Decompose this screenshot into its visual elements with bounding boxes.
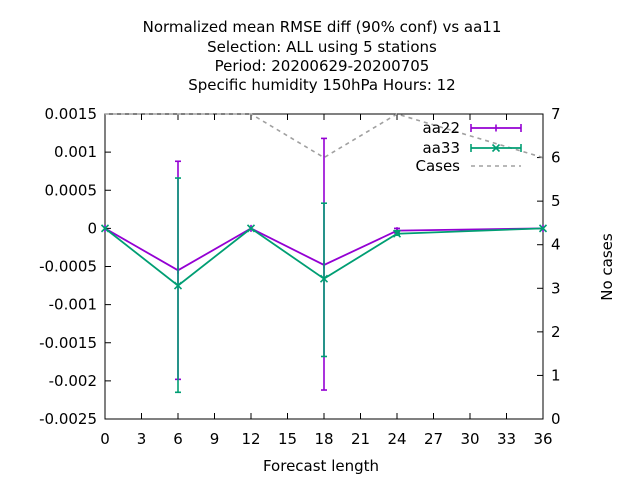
- legend-label-aa33: aa33: [423, 139, 460, 157]
- point-aa33-b: [392, 229, 402, 238]
- x-tick-label: 24: [387, 430, 406, 448]
- y2-tick-label: 0: [551, 410, 561, 428]
- legend-label-Cases: Cases: [415, 157, 460, 175]
- x-tick-label: 18: [314, 430, 333, 448]
- y-tick-label: 0.0015: [45, 105, 98, 123]
- y2-tick-label: 5: [551, 192, 561, 210]
- x-tick-label: 33: [497, 430, 516, 448]
- point-aa33-b: [538, 224, 548, 233]
- point-aa33-b: [100, 224, 110, 233]
- line-aa22: [104, 227, 544, 272]
- point-aa33-b: [319, 274, 329, 283]
- y-tick-label: -0.0015: [39, 334, 97, 352]
- point-aa33-b: [173, 281, 183, 290]
- x-tick-label: 9: [210, 430, 220, 448]
- y-tick-label: 0.0005: [45, 181, 98, 199]
- x-tick-label: 30: [460, 430, 479, 448]
- y-tick-label: 0: [87, 219, 97, 237]
- y-tick-label: 0.001: [54, 143, 97, 161]
- y-tick-label: -0.0025: [39, 410, 97, 428]
- y2-axis-label: No cases: [598, 233, 616, 301]
- x-tick-label: 21: [351, 430, 370, 448]
- y-tick-label: -0.0005: [39, 258, 97, 276]
- legend-marker-aa33-b: [491, 143, 501, 153]
- x-tick-label: 12: [241, 430, 260, 448]
- series-layer: [100, 137, 548, 394]
- y-tick-label: -0.001: [49, 296, 97, 314]
- x-tick-label: 0: [100, 430, 110, 448]
- chart-subtitle-period: Period: 20200629-20200705: [215, 57, 430, 75]
- chart-title-block: Normalized mean RMSE diff (90% conf) vs …: [143, 18, 502, 94]
- y2-tick-label: 4: [551, 236, 561, 254]
- line-aa33: [104, 227, 544, 287]
- x-tick-label: 15: [278, 430, 297, 448]
- x-tick-label: 27: [424, 430, 443, 448]
- chart-title: Normalized mean RMSE diff (90% conf) vs …: [143, 18, 502, 36]
- chart-subtitle-parameter: Specific humidity 150hPa Hours: 12: [188, 76, 455, 94]
- series-aa33: [100, 177, 548, 394]
- x-axis-label: Forecast length: [263, 457, 379, 475]
- x-tick-label: 36: [533, 430, 552, 448]
- y2-tick-label: 1: [551, 366, 561, 384]
- legend-label-aa22: aa22: [423, 119, 460, 137]
- y2-tick-label: 6: [551, 149, 561, 167]
- y2-tick-label: 2: [551, 323, 561, 341]
- x-tick-label: 3: [137, 430, 147, 448]
- x-tick-label: 6: [173, 430, 183, 448]
- y2-tick-label: 3: [551, 279, 561, 297]
- ticks-layer: 0 3 6 9 12 15 18 21 24 27 30 33 360.00150.0010.00050…: [39, 105, 560, 448]
- y-tick-label: -0.002: [49, 372, 97, 390]
- point-aa33-b: [246, 224, 256, 233]
- y2-tick-label: 7: [551, 105, 561, 123]
- chart-subtitle-selection: Selection: ALL using 5 stations: [207, 38, 437, 56]
